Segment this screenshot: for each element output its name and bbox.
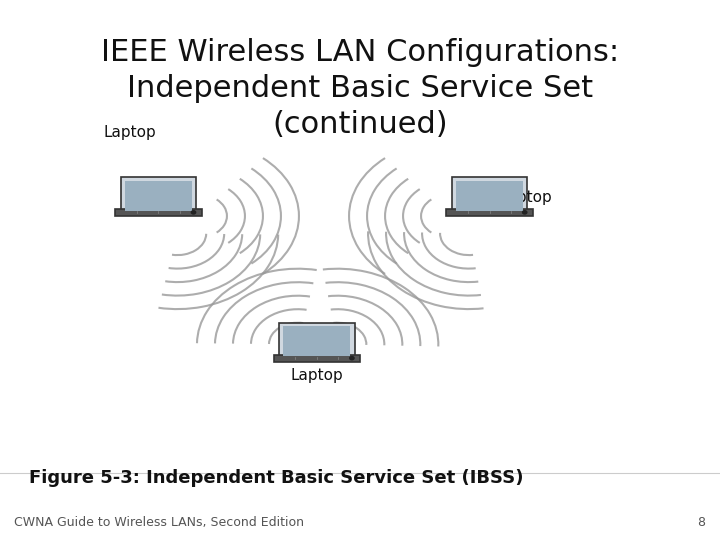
Text: Figure 5-3: Independent Basic Service Set (IBSS): Figure 5-3: Independent Basic Service Se… bbox=[29, 469, 523, 487]
Text: IEEE Wireless LAN Configurations:
Independent Basic Service Set
(continued): IEEE Wireless LAN Configurations: Indepe… bbox=[101, 38, 619, 139]
Bar bbox=[452, 177, 528, 214]
Bar bbox=[274, 354, 360, 362]
Circle shape bbox=[350, 356, 354, 360]
Circle shape bbox=[523, 211, 527, 214]
Bar bbox=[125, 180, 192, 211]
Bar bbox=[456, 180, 523, 211]
Bar bbox=[446, 209, 533, 216]
Text: 8: 8 bbox=[698, 516, 706, 529]
Circle shape bbox=[192, 211, 196, 214]
Text: Laptop: Laptop bbox=[290, 368, 343, 383]
Bar bbox=[279, 323, 355, 360]
Bar bbox=[115, 209, 202, 216]
Bar bbox=[121, 177, 196, 214]
Bar bbox=[284, 326, 351, 356]
Text: Laptop: Laptop bbox=[499, 190, 552, 205]
Text: CWNA Guide to Wireless LANs, Second Edition: CWNA Guide to Wireless LANs, Second Edit… bbox=[14, 516, 305, 529]
Text: Laptop: Laptop bbox=[103, 125, 156, 140]
